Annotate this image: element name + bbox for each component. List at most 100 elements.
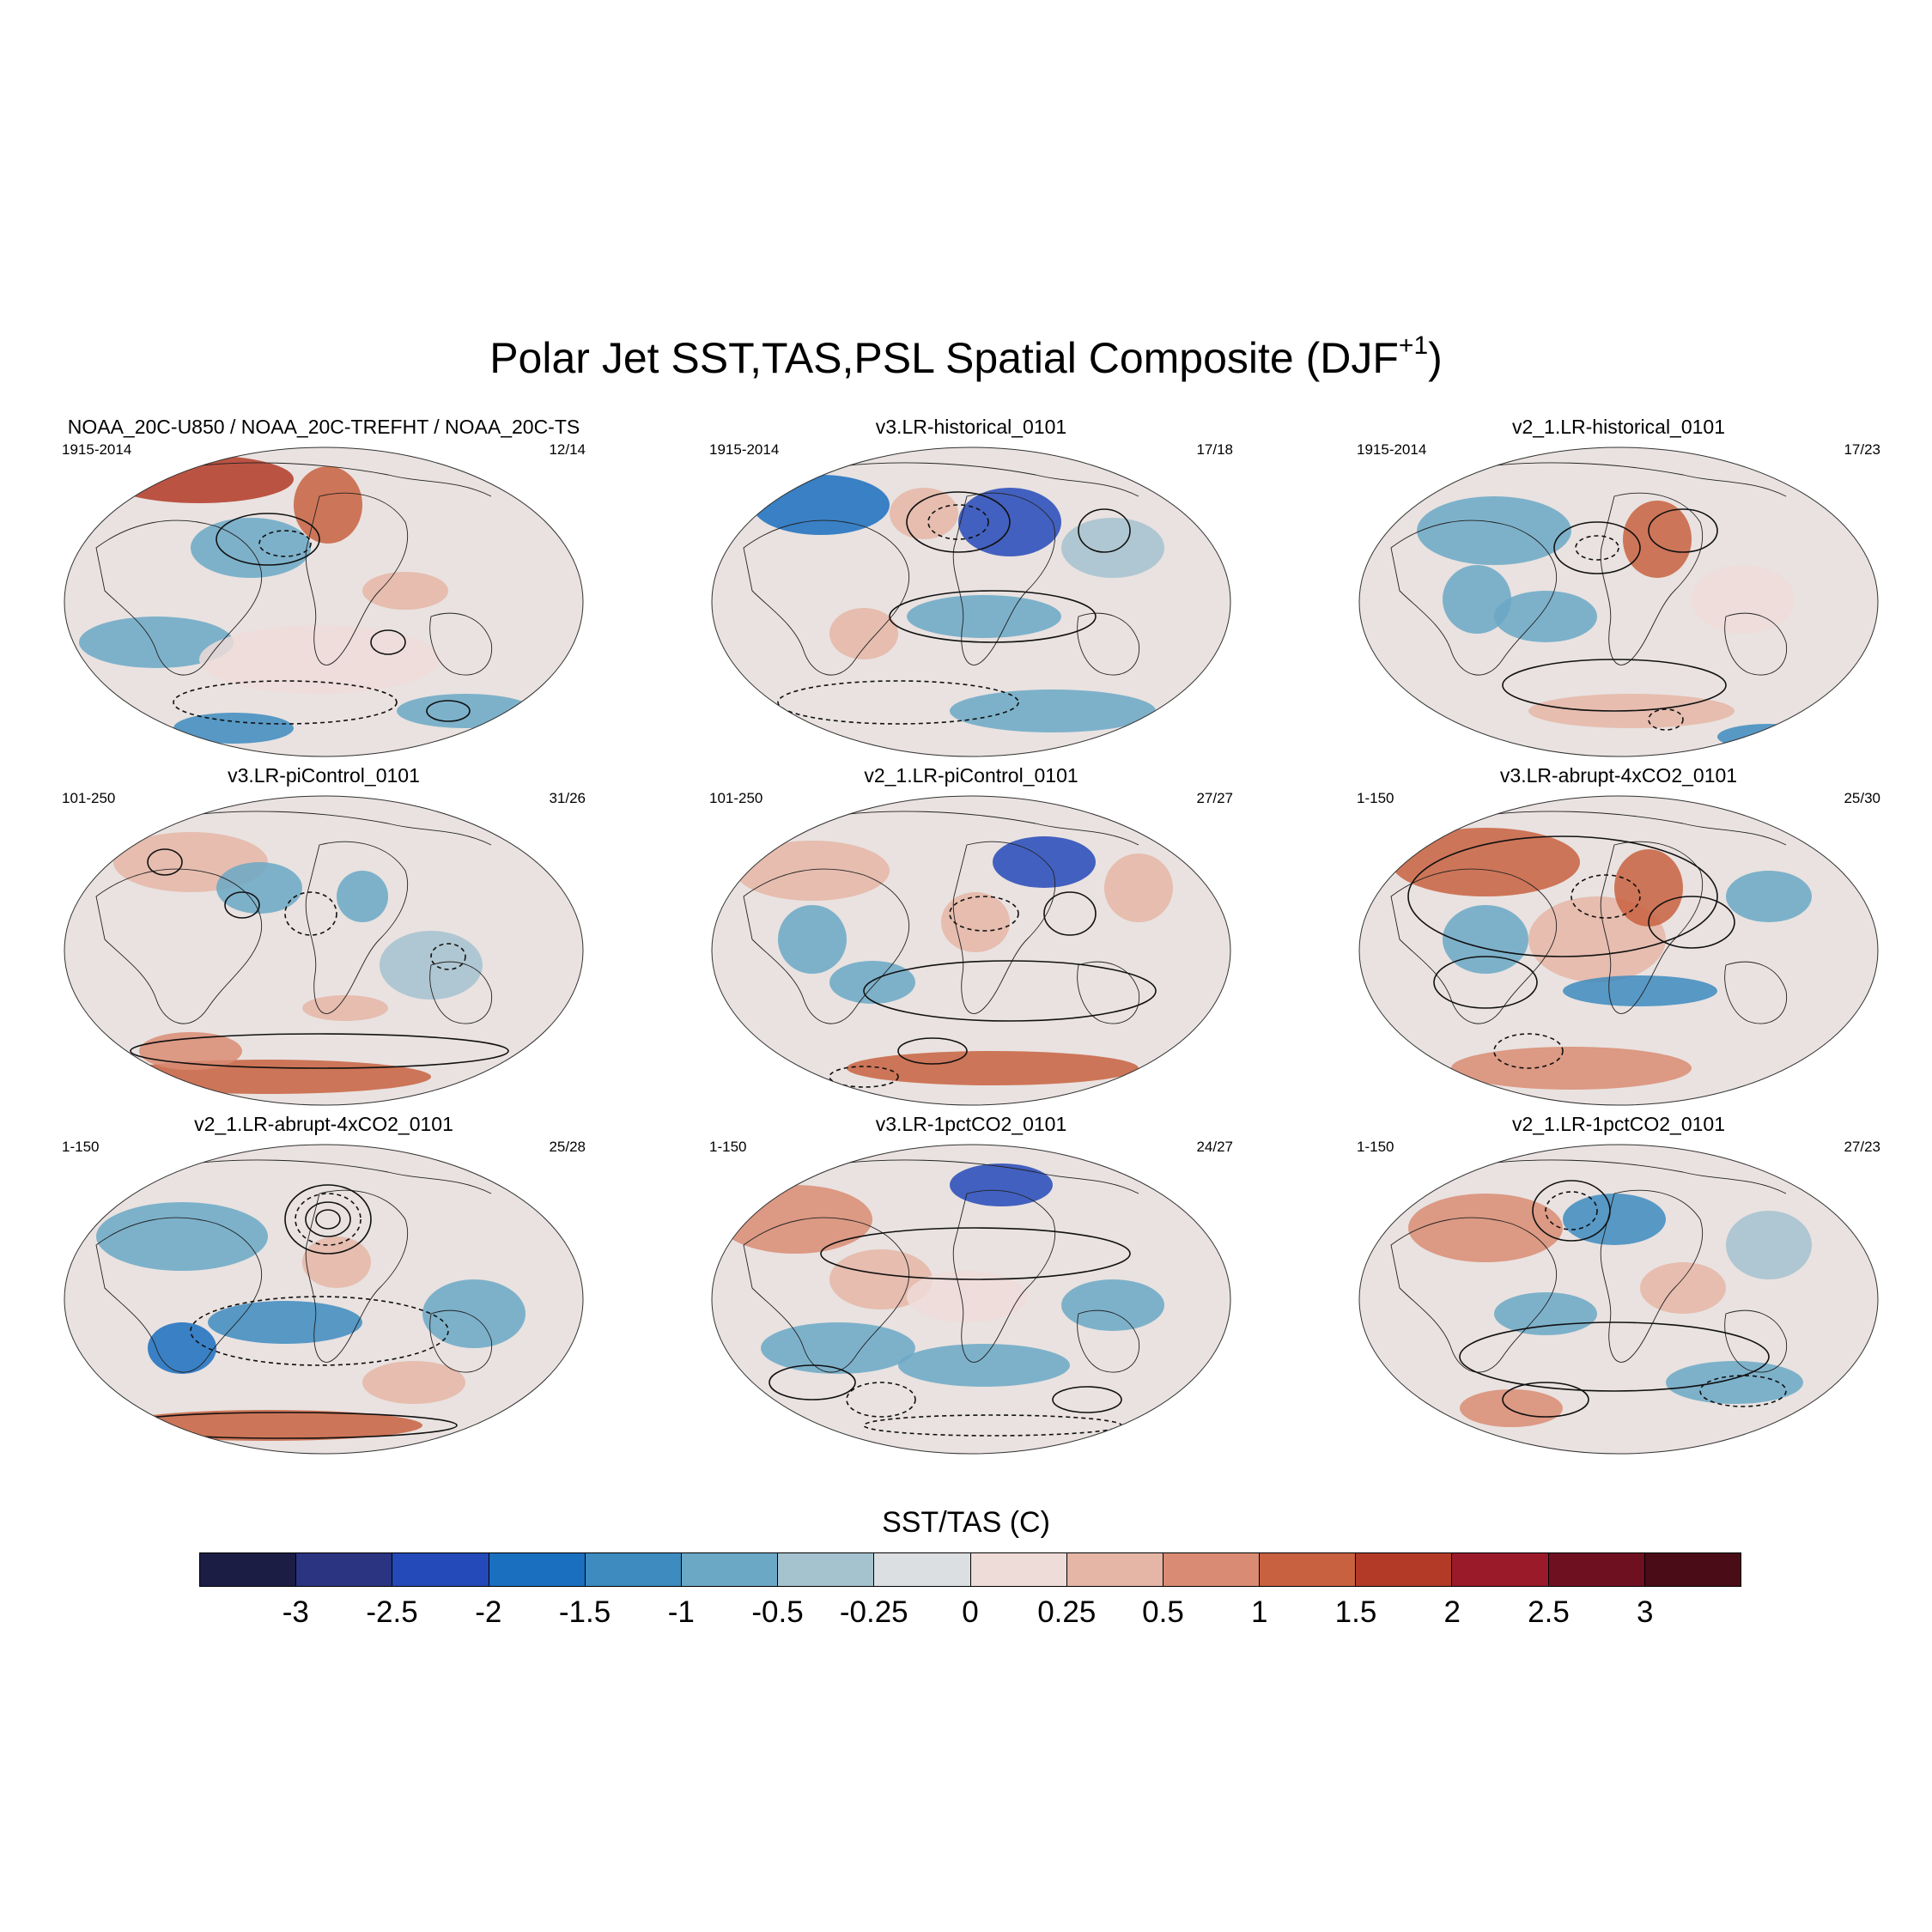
map-outline xyxy=(711,447,1231,757)
psl-contour xyxy=(1459,1321,1770,1392)
anomaly-region xyxy=(847,1051,1139,1085)
coastline xyxy=(1724,1309,1788,1373)
coastline xyxy=(1390,519,1557,676)
map-panel: v2_1.LR-abrupt-4xCO2_0101 1-150 25/28 xyxy=(62,1113,586,1456)
psl-contour xyxy=(426,700,471,722)
psl-contour xyxy=(147,848,183,876)
colorbar-box xyxy=(1066,1553,1163,1586)
coastline xyxy=(95,1217,262,1373)
panel-title: v3.LR-piControl_0101 xyxy=(228,764,420,787)
coastline xyxy=(811,462,1139,497)
map-panel: v3.LR-historical_0101 1915-2014 17/18 xyxy=(709,416,1233,759)
colorbar-box xyxy=(1163,1553,1261,1586)
psl-contour xyxy=(863,960,1157,1022)
composite-map xyxy=(711,1144,1231,1455)
panel-period: 101-250 xyxy=(62,790,116,806)
panel-period: 1915-2014 xyxy=(709,441,780,458)
coastline xyxy=(1724,961,1788,1024)
anomaly-region xyxy=(829,961,915,1004)
coastline xyxy=(164,462,492,497)
coastline xyxy=(1600,841,1704,1014)
coastline xyxy=(164,811,492,846)
composite-map xyxy=(64,447,584,757)
psl-contour xyxy=(130,1033,509,1069)
anomaly-region xyxy=(1563,975,1717,1006)
main-title: Polar Jet SST,TAS,PSL Spatial Composite … xyxy=(0,333,1932,383)
psl-contour xyxy=(846,1382,916,1418)
colorbar-box xyxy=(296,1553,393,1586)
coastline xyxy=(1077,961,1140,1024)
panel-count: 27/23 xyxy=(1844,1139,1880,1155)
anomaly-region xyxy=(1640,1262,1726,1314)
map-panel: v2_1.LR-historical_0101 1915-2014 17/23 xyxy=(1357,416,1880,759)
colorbar-label: -0.5 xyxy=(751,1595,804,1629)
anomaly-region xyxy=(1061,518,1164,578)
anomaly-region xyxy=(735,841,890,901)
colorbar-box xyxy=(970,1553,1067,1586)
anomaly-region xyxy=(941,892,1010,952)
psl-contour xyxy=(1545,1191,1598,1230)
psl-contour xyxy=(1502,659,1727,712)
anomaly-region xyxy=(216,862,302,914)
map-background xyxy=(64,796,583,1105)
coastline xyxy=(1077,1309,1140,1373)
psl-contour xyxy=(1699,1375,1787,1407)
coastline xyxy=(429,612,493,676)
colorbar-label: 0 xyxy=(962,1595,979,1629)
anomaly-region xyxy=(1104,854,1173,922)
coastline xyxy=(1390,868,1557,1024)
psl-contour xyxy=(897,1037,968,1065)
map-panel: NOAA_20C-U850 / NOAA_20C-TREFHT / NOAA_2… xyxy=(62,416,586,759)
composite-map xyxy=(1358,447,1879,757)
coastline xyxy=(743,1217,909,1373)
anomaly-region xyxy=(191,518,311,578)
psl-contour xyxy=(315,1209,341,1230)
colorbar-box xyxy=(392,1553,489,1586)
psl-contour xyxy=(1493,1033,1564,1069)
anomaly-region xyxy=(829,1249,933,1309)
colorbar-box xyxy=(489,1553,586,1586)
colorbar-label: 1 xyxy=(1251,1595,1268,1629)
psl-contour xyxy=(1571,874,1641,919)
composite-map xyxy=(1358,795,1879,1106)
colorbar-label: -0.25 xyxy=(839,1595,908,1629)
psl-contour xyxy=(927,504,989,540)
anomaly-region xyxy=(96,1202,268,1271)
anomaly-region xyxy=(1417,496,1571,565)
anomaly-region xyxy=(1494,591,1597,642)
panel-count: 27/27 xyxy=(1196,790,1233,806)
map-outline xyxy=(711,1144,1231,1455)
panel-title: v2_1.LR-piControl_0101 xyxy=(864,764,1078,787)
colorbar-box xyxy=(681,1553,779,1586)
composite-map xyxy=(711,447,1231,757)
coastline xyxy=(1459,1159,1787,1194)
composite-map xyxy=(64,795,584,1106)
psl-contour xyxy=(305,1201,351,1237)
anomaly-region xyxy=(761,1322,915,1374)
anomaly-region xyxy=(148,1322,216,1374)
psl-contour xyxy=(1648,708,1684,731)
panel-title: v2_1.LR-abrupt-4xCO2_0101 xyxy=(194,1113,453,1135)
anomaly-region xyxy=(1692,565,1795,634)
anomaly-region xyxy=(890,488,958,539)
colorbar-label: 0.5 xyxy=(1142,1595,1184,1629)
colorbar-label: 1.5 xyxy=(1334,1595,1377,1629)
colorbar-label: 2 xyxy=(1443,1595,1461,1629)
psl-contour xyxy=(1433,956,1538,1009)
psl-contour xyxy=(769,1364,856,1400)
coastline xyxy=(743,868,909,1024)
anomaly-region xyxy=(208,1301,362,1344)
panel-count: 17/18 xyxy=(1196,441,1233,458)
map-outline xyxy=(1358,795,1879,1106)
colorbar-label: -3 xyxy=(282,1595,309,1629)
colorbar-box xyxy=(778,1553,875,1586)
composite-map xyxy=(711,795,1231,1106)
psl-contour xyxy=(1078,508,1131,553)
colorbar-box xyxy=(585,1553,682,1586)
map-background xyxy=(1359,1145,1878,1454)
panel-count: 12/14 xyxy=(549,441,586,458)
anomaly-region xyxy=(199,625,440,694)
psl-contour xyxy=(216,513,320,566)
anomaly-region xyxy=(907,1271,1027,1322)
anomaly-region xyxy=(105,455,294,503)
